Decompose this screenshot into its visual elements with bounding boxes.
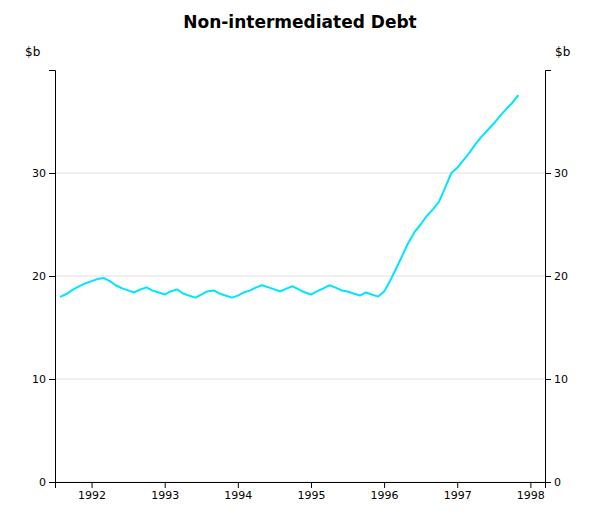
tick-mark: [545, 173, 551, 174]
tick-label: 1992: [78, 489, 106, 502]
tick-mark: [49, 276, 55, 277]
y-axis-line: [49, 71, 56, 483]
y2-axis: 0 10 20 30: [545, 71, 568, 490]
tick: 10: [32, 373, 55, 386]
tick-label: 1994: [224, 489, 252, 502]
y-axis: 0 10 20 30: [32, 71, 56, 490]
tick-label: 1997: [444, 489, 472, 502]
x-axis-line: [56, 483, 546, 489]
chart: 1992 1993 1994 1995 1996 1997 1998 0 10 20 30 0 10 20…: [0, 0, 600, 522]
tick-label: 0: [554, 476, 561, 489]
tick: 1994: [224, 482, 252, 502]
tick-label: 10: [32, 373, 46, 386]
tick-label: 30: [554, 167, 568, 180]
tick: 10: [545, 373, 568, 386]
tick-mark: [457, 482, 458, 488]
tick: 1996: [371, 482, 399, 502]
x-axis: 1992 1993 1994 1995 1996 1997 1998: [56, 482, 546, 502]
tick-mark: [384, 482, 385, 488]
tick-label: 0: [39, 476, 46, 489]
tick: 20: [32, 270, 55, 283]
tick-mark: [545, 379, 551, 380]
tick-label: 20: [554, 270, 568, 283]
tick-mark: [545, 482, 551, 483]
tick-mark: [165, 482, 166, 488]
plot: [61, 96, 518, 298]
tick-mark: [49, 173, 55, 174]
tick-label: 1998: [517, 489, 545, 502]
title: Non-intermediated Debt: [183, 12, 416, 32]
y2-axis-line: [546, 71, 552, 483]
grid-line: [55, 276, 545, 277]
tick-mark: [49, 379, 55, 380]
tick: 30: [32, 167, 55, 180]
tick-label: 1996: [371, 489, 399, 502]
tick: 20: [545, 270, 568, 283]
tick: 1997: [444, 482, 472, 502]
tick: 1995: [297, 482, 325, 502]
tick-mark: [49, 482, 55, 483]
tick: 1998: [517, 482, 545, 502]
line: [61, 96, 518, 298]
tick-label: 1993: [151, 489, 179, 502]
y2-axis-label: $b: [555, 45, 570, 59]
tick-label: 1995: [297, 489, 325, 502]
tick: 0: [39, 476, 55, 489]
tick-label: 10: [554, 373, 568, 386]
tick-mark: [238, 482, 239, 488]
grid-line: [55, 379, 545, 380]
tick-label: 20: [32, 270, 46, 283]
tick: 0: [545, 476, 561, 489]
tick-mark: [92, 482, 93, 488]
tick-label: 30: [32, 167, 46, 180]
tick: 1992: [78, 482, 106, 502]
tick-mark: [311, 482, 312, 488]
tick-mark: [545, 276, 551, 277]
tick: 1993: [151, 482, 179, 502]
grid: [55, 173, 545, 482]
tick-mark: [530, 482, 531, 488]
grid-line: [55, 173, 545, 174]
y-axis-label: $b: [25, 45, 40, 59]
tick: 30: [545, 167, 568, 180]
